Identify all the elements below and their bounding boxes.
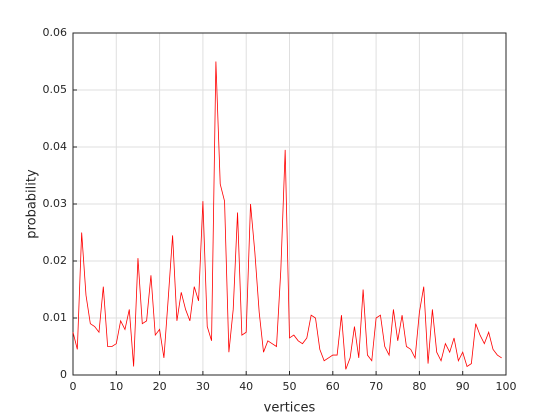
y-tick-label: 0.02 [43, 254, 68, 267]
y-tick-label: 0.05 [43, 83, 68, 96]
x-tick-label: 40 [239, 380, 253, 393]
x-tick-label: 60 [326, 380, 340, 393]
x-tick-label: 50 [283, 380, 297, 393]
x-tick-label: 90 [456, 380, 470, 393]
y-tick-label: 0.04 [43, 140, 68, 153]
x-tick-label: 0 [70, 380, 77, 393]
y-axis-label: probability [25, 169, 40, 239]
y-tick-label: 0.06 [43, 26, 68, 39]
x-tick-label: 100 [496, 380, 517, 393]
x-tick-label: 20 [153, 380, 167, 393]
x-tick-label: 70 [369, 380, 383, 393]
x-tick-label: 30 [196, 380, 210, 393]
data-line [72, 61, 502, 370]
y-tick-label: 0.01 [43, 311, 68, 324]
x-tick-label: 10 [109, 380, 123, 393]
plot-frame [72, 32, 507, 376]
x-tick-label: 80 [412, 380, 426, 393]
x-axis-label: vertices [264, 401, 316, 416]
y-tick-label: 0 [60, 368, 67, 381]
y-tick-label: 0.03 [43, 197, 68, 210]
